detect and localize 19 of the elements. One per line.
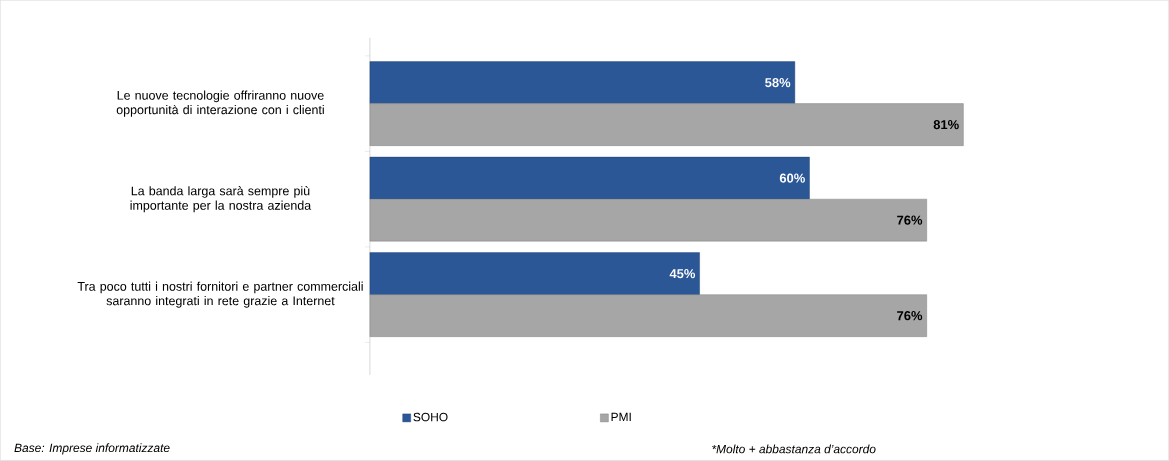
y-tick-label: Tra poco tutti i nostri fornitori e partner commerciali saranno integrati in rete grazie a Internet <box>77 281 363 308</box>
y-tick-label: Le nuove tecnologie offriranno nuove opportunità di interazione con i clienti <box>116 90 324 117</box>
bar <box>369 199 927 242</box>
legend-label: PMI <box>611 413 631 422</box>
bar <box>369 294 927 338</box>
data-label: 60% <box>779 173 805 183</box>
text: Base: Imprese informatizzate <box>14 443 170 455</box>
bar <box>369 103 964 147</box>
y-tick-label: La banda larga sarà sempre più importante per la nostra azienda <box>130 186 312 213</box>
data-label: 58% <box>765 78 791 88</box>
data-label: 45% <box>669 269 696 279</box>
bar <box>369 61 796 104</box>
bar <box>369 252 700 296</box>
data-label: 81% <box>933 120 959 130</box>
bar <box>369 157 810 200</box>
data-label: 76% <box>897 215 923 225</box>
legend-label: SOHO <box>413 412 448 422</box>
data-label: 76% <box>897 311 923 321</box>
text: *Molto + abbastanza d’accordo <box>712 444 876 454</box>
